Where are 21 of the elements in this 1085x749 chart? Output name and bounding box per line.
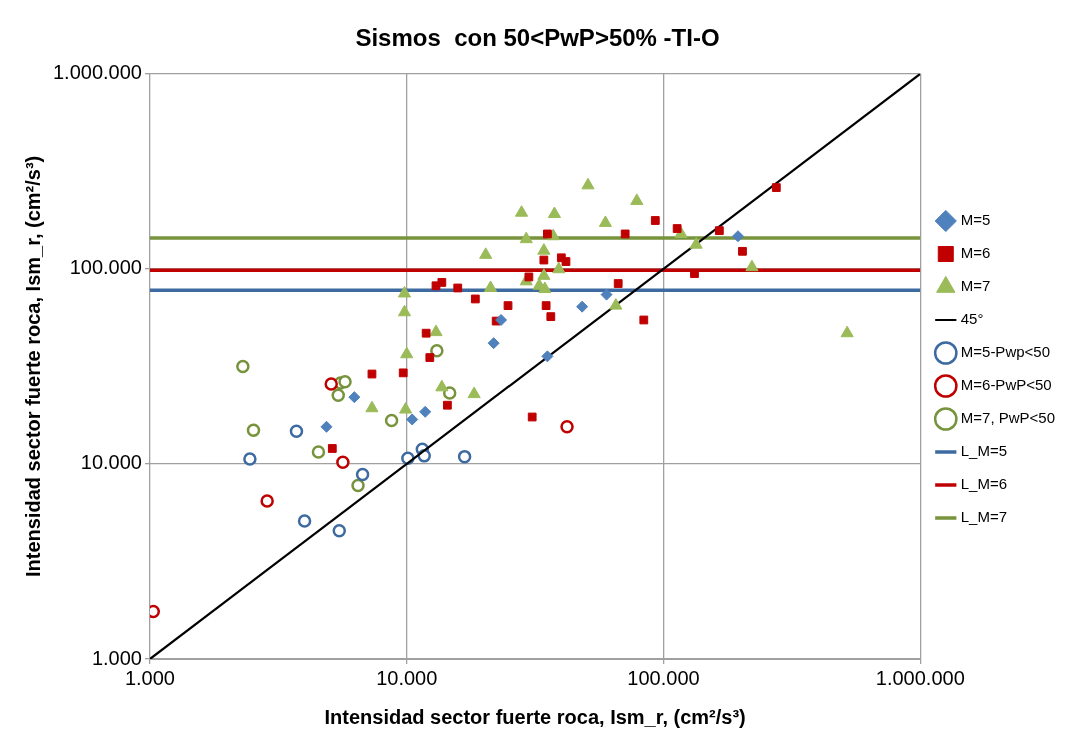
y-tick-label: 100.000: [69, 256, 142, 279]
y-axis-title: Intensidad sector fuerte roca, Ism_r, (cm²/s³): [21, 155, 44, 578]
y-tick-label: 1.000: [91, 646, 142, 669]
legend-label: M=6: [960, 244, 991, 262]
legend-label: M=5: [960, 211, 991, 229]
legend-label: M=5-Pwp<50: [960, 343, 1050, 361]
y-tick-label: 1.000.000: [52, 61, 142, 84]
legend-label: L_M=6: [960, 475, 1008, 493]
legend-label: M=7, PwP<50: [960, 409, 1055, 427]
legend-label: L_M=7: [960, 508, 1008, 526]
x-tick-label: 10.000: [376, 666, 438, 689]
legend-label: 45°: [960, 310, 984, 328]
legend-label: M=7: [960, 277, 991, 295]
x-tick-label: 1.000: [124, 666, 176, 689]
legend-label: M=6-PwP<50: [960, 376, 1052, 394]
x-tick-label: 100.000: [627, 666, 700, 689]
x-axis-title: Intensidad sector fuerte roca, Ism_r, (cm²/s³): [324, 705, 746, 728]
x-tick-label: 1.000.000: [875, 666, 965, 689]
legend-label: L_M=5: [960, 442, 1008, 460]
y-tick-label: 10.000: [80, 451, 142, 474]
chart-title: Sismos con 50<PwP>50% -TI-O: [355, 24, 720, 52]
